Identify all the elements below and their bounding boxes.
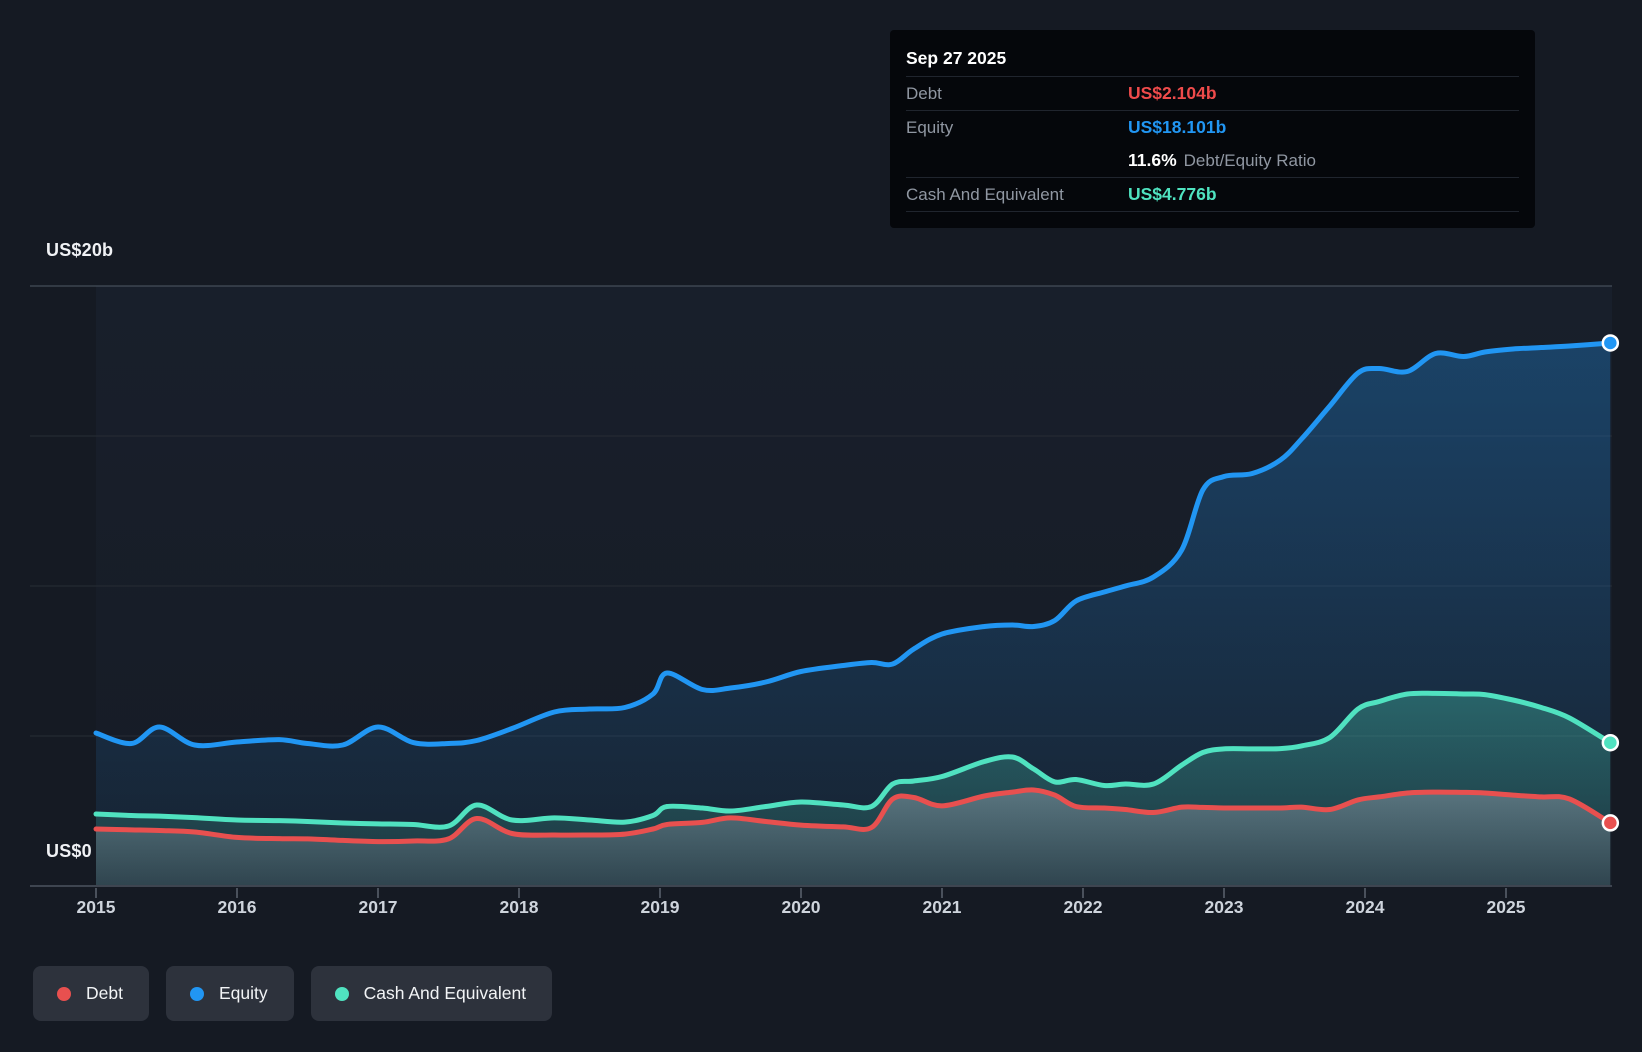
tooltip-row-debt: Debt US$2.104b xyxy=(906,77,1519,111)
debt-area xyxy=(96,789,1611,886)
legend-item-cash[interactable]: Cash And Equivalent xyxy=(310,966,553,1021)
x-axis-label-2024: 2024 xyxy=(1346,897,1385,917)
x-axis-label-2025: 2025 xyxy=(1487,897,1526,917)
tooltip-debt-label: Debt xyxy=(906,83,942,103)
tooltip-row-cash: Cash And Equivalent US$4.776b xyxy=(906,178,1519,212)
legend-label-equity: Equity xyxy=(218,983,268,1003)
y-axis-label-zero: US$0 xyxy=(46,841,92,861)
x-axis-label-2017: 2017 xyxy=(359,897,398,917)
x-axis-label-2023: 2023 xyxy=(1205,897,1244,917)
tooltip-ratio-value: 11.6% xyxy=(1128,150,1177,170)
tooltip-date: Sep 27 2025 xyxy=(906,40,1519,77)
x-axis-label-2020: 2020 xyxy=(782,897,821,917)
x-axis-label-2022: 2022 xyxy=(1064,897,1103,917)
debt-line xyxy=(93,787,1613,845)
tooltip-equity-label: Equity xyxy=(906,117,954,137)
cash-dot-icon xyxy=(334,986,349,1001)
tooltip-row-equity: Equity US$18.101b xyxy=(906,111,1519,144)
x-axis-label-2015: 2015 xyxy=(77,897,116,917)
x-axis-label-2019: 2019 xyxy=(641,897,680,917)
equity-endpoint-marker[interactable] xyxy=(1601,334,1620,352)
cash-endpoint-marker[interactable] xyxy=(1601,733,1620,752)
x-axis-label-2018: 2018 xyxy=(500,897,539,917)
tooltip-debt-value: US$2.104b xyxy=(1128,83,1217,103)
tooltip-ratio-label: Debt/Equity Ratio xyxy=(1183,151,1316,170)
legend-label-cash: Cash And Equivalent xyxy=(363,983,527,1003)
legend-item-debt[interactable]: Debt xyxy=(33,966,149,1021)
debt-endpoint-marker[interactable] xyxy=(1601,814,1620,832)
tooltip-equity-value: US$18.101b xyxy=(1128,117,1227,137)
cash-line xyxy=(93,690,1613,830)
tooltip-cash-label: Cash And Equivalent xyxy=(906,184,1064,204)
chart-legend: Debt Equity Cash And Equivalent xyxy=(33,966,553,1021)
legend-item-equity[interactable]: Equity xyxy=(165,966,294,1021)
tooltip-cash-value: US$4.776b xyxy=(1128,184,1217,204)
equity-line xyxy=(93,340,1613,749)
debt-dot-icon xyxy=(57,986,71,1001)
y-axis-label-max: US$20b xyxy=(46,240,114,260)
equity-dot-icon xyxy=(189,986,204,1001)
chart-tooltip: Sep 27 2025 Debt US$2.104b Equity US$18.… xyxy=(890,30,1535,228)
legend-label-debt: Debt xyxy=(86,983,123,1003)
x-axis-label-2021: 2021 xyxy=(923,897,962,917)
x-axis-label-2016: 2016 xyxy=(218,897,257,917)
tooltip-row-ratio: 11.6% Debt/Equity Ratio xyxy=(906,144,1519,178)
